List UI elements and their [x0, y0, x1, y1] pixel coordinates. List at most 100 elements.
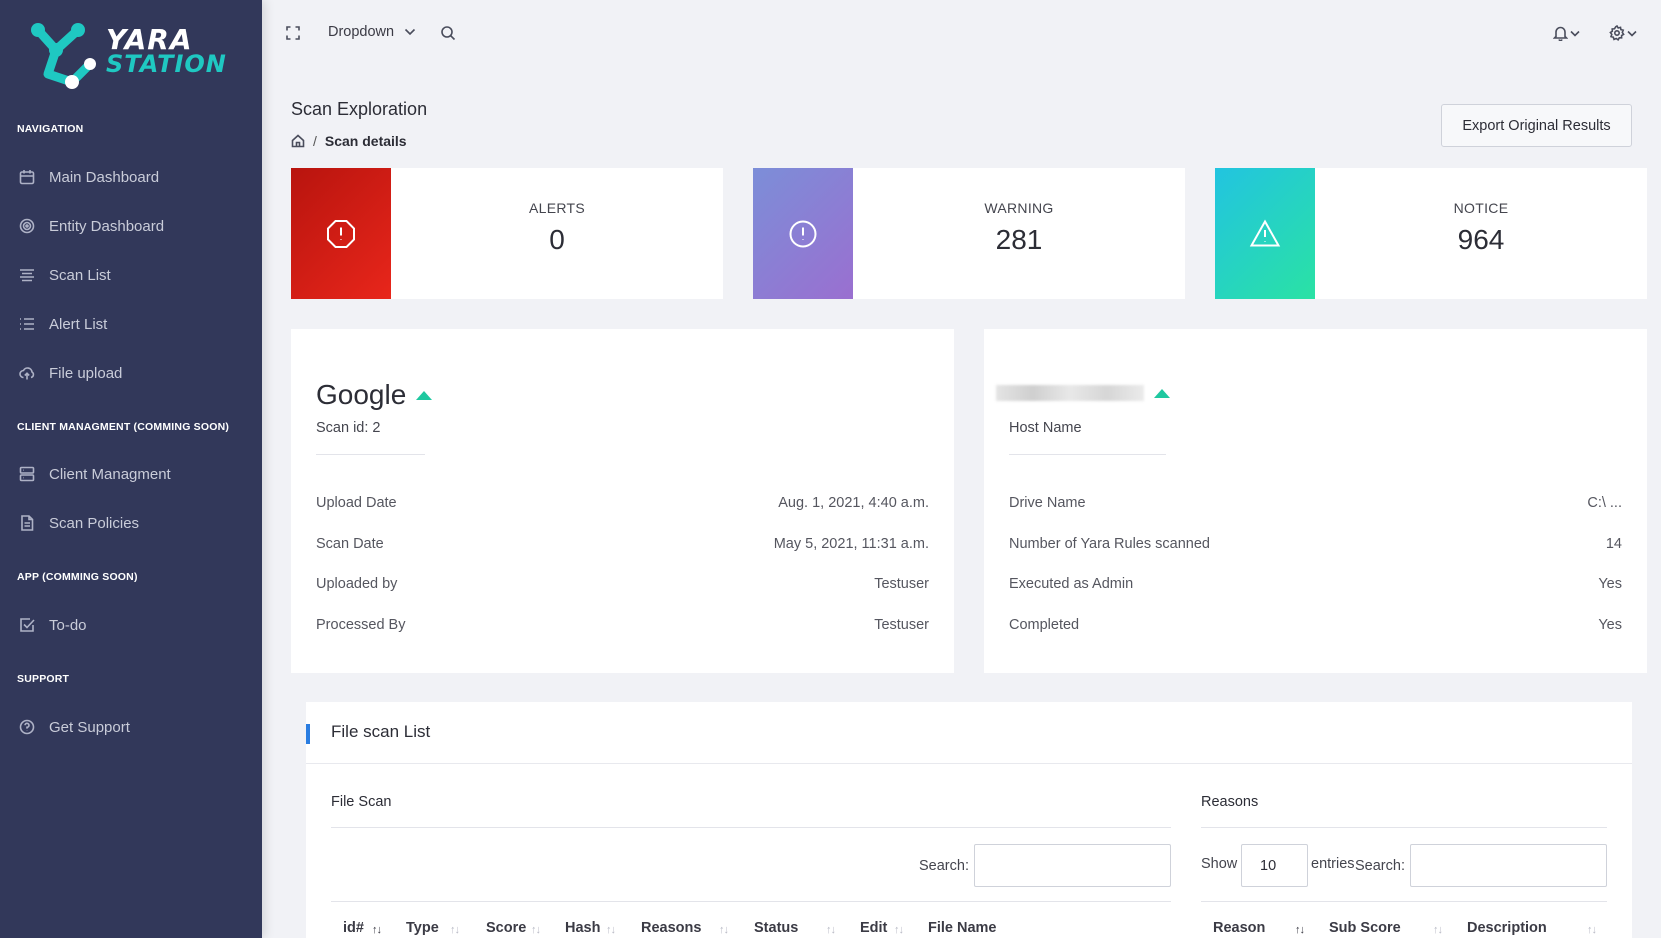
dropdown-label: Dropdown — [328, 24, 395, 40]
column-header-score[interactable]: Score — [486, 920, 527, 936]
reasons-title: Reasons — [1201, 794, 1259, 810]
sidebar-item-label: To-do — [49, 616, 87, 634]
nav-heading-support: SUPPORT — [17, 673, 70, 685]
home-icon[interactable] — [291, 134, 305, 148]
divider — [331, 901, 1171, 902]
sort-icon[interactable]: ↑↓ — [1433, 924, 1443, 936]
sort-asc-icon[interactable]: ↑↓ — [1295, 924, 1305, 936]
scan-id: Scan id: 2 — [316, 420, 381, 436]
alert-circle-icon — [789, 220, 817, 247]
column-header-reason[interactable]: Reason — [1213, 920, 1266, 936]
sidebar-item-file-upload[interactable]: File upload — [0, 356, 262, 390]
column-header-id[interactable]: id# — [343, 920, 364, 936]
info-value: C:\ ... — [1587, 495, 1622, 511]
column-header-file-name[interactable]: File Name — [928, 920, 997, 936]
list-icon — [19, 316, 35, 332]
sidebar-item-main-dashboard[interactable]: Main Dashboard — [0, 160, 262, 194]
help-circle-icon — [19, 719, 35, 735]
redacted-host-name — [996, 385, 1144, 401]
sort-asc-icon[interactable]: ↑↓ — [372, 924, 382, 936]
sidebar-item-client-management[interactable]: Client Managment — [0, 457, 262, 491]
host-name — [996, 385, 1170, 401]
file-scan-list-card: File scan List File Scan Search: id# ↑↓ … — [306, 702, 1632, 938]
column-header-hash[interactable]: Hash — [565, 920, 601, 936]
reasons-search-input[interactable] — [1410, 844, 1607, 887]
stat-label: WARNING — [984, 200, 1054, 216]
info-row-yara-rules: Number of Yara Rules scanned 14 — [984, 536, 1647, 556]
search-icon[interactable] — [440, 25, 456, 41]
chevron-down-icon — [1627, 30, 1637, 37]
column-header-sub-score[interactable]: Sub Score — [1329, 920, 1401, 936]
scan-name-text: Google — [316, 379, 407, 410]
column-header-status[interactable]: Status — [754, 920, 799, 936]
column-header-reasons[interactable]: Reasons — [641, 920, 702, 936]
info-value: 14 — [1605, 536, 1622, 552]
stat-card-notice: NOTICE 964 — [1215, 168, 1647, 299]
sort-icon[interactable]: ↑↓ — [1587, 924, 1597, 936]
info-value: Testuser — [874, 617, 929, 633]
info-key: Executed as Admin — [1009, 576, 1134, 592]
alert-triangle-icon — [1249, 218, 1281, 246]
sort-icon[interactable]: ↑↓ — [826, 924, 836, 936]
info-key: Number of Yara Rules scanned — [1009, 536, 1210, 552]
column-header-type[interactable]: Type — [406, 920, 439, 936]
stat-label: NOTICE — [1453, 200, 1509, 216]
stat-value: 0 — [549, 224, 565, 255]
nav-heading-app: APP (COMMING SOON) — [17, 571, 138, 583]
file-scan-list-header: File scan List — [306, 702, 1632, 764]
sidebar-item-label: Entity Dashboard — [49, 217, 165, 235]
settings-button[interactable] — [1609, 24, 1639, 42]
column-header-description[interactable]: Description — [1467, 920, 1547, 936]
stat-label: ALERTS — [528, 200, 585, 216]
logo-mark-icon — [31, 23, 96, 89]
sort-icon[interactable]: ↑↓ — [531, 924, 541, 936]
sidebar-item-get-support[interactable]: Get Support — [0, 710, 262, 744]
sidebar-item-label: File upload — [49, 364, 123, 382]
sidebar-item-entity-dashboard[interactable]: Entity Dashboard — [0, 209, 262, 243]
show-label: Show — [1201, 856, 1238, 872]
caret-up-icon[interactable] — [1154, 388, 1170, 398]
stat-value: 964 — [1457, 224, 1505, 255]
divider — [1009, 454, 1166, 455]
dropdown-menu[interactable]: Dropdown — [328, 24, 416, 40]
info-value: Testuser — [874, 576, 929, 592]
fullscreen-icon[interactable] — [286, 26, 300, 40]
column-header-edit[interactable]: Edit — [860, 920, 888, 936]
host-info-card: Host Name Drive Name C:\ ... Number of Y… — [984, 329, 1647, 673]
export-original-results-button[interactable]: Export Original Results — [1441, 104, 1632, 147]
cloud-upload-icon — [19, 365, 35, 381]
entries-count-select[interactable]: 10 — [1241, 844, 1308, 887]
alert-octagon-icon — [327, 219, 355, 248]
bell-icon — [1553, 26, 1568, 41]
sort-icon[interactable]: ↑↓ — [894, 924, 904, 936]
entries-label: entries — [1311, 856, 1355, 872]
sidebar: YARA STATION NAVIGATION Main Dashboard E… — [0, 0, 262, 938]
caret-up-icon[interactable] — [416, 390, 433, 400]
sidebar-item-label: Scan Policies — [49, 514, 140, 532]
sidebar-item-label: Main Dashboard — [49, 168, 160, 186]
sidebar-item-scan-policies[interactable]: Scan Policies — [0, 506, 262, 540]
breadcrumb: / Scan details — [291, 133, 407, 149]
chevron-down-icon — [1570, 30, 1580, 37]
yara-station-logo[interactable]: YARA STATION — [26, 16, 236, 102]
sidebar-item-label: Alert List — [49, 315, 108, 333]
sidebar-item-alert-list[interactable]: Alert List — [0, 307, 262, 341]
target-icon — [19, 218, 35, 234]
sort-icon[interactable]: ↑↓ — [450, 924, 460, 936]
sidebar-item-scan-list[interactable]: Scan List — [0, 258, 262, 292]
breadcrumb-current: Scan details — [324, 133, 407, 149]
header-accent-bar — [306, 724, 310, 744]
entries-count-value: 10 — [1260, 857, 1277, 874]
notifications-button[interactable] — [1553, 24, 1583, 42]
info-key: Uploaded by — [316, 576, 398, 592]
sort-icon[interactable]: ↑↓ — [606, 924, 616, 936]
info-value: Yes — [1598, 576, 1622, 592]
align-icon — [19, 267, 35, 283]
nav-heading-navigation: NAVIGATION — [17, 123, 84, 135]
divider — [331, 827, 1171, 828]
sidebar-item-todo[interactable]: To-do — [0, 608, 262, 642]
file-scan-search-input[interactable] — [974, 844, 1171, 887]
scan-info-card: Google Scan id: 2 Upload Date Aug. 1, 20… — [291, 329, 954, 673]
sort-icon[interactable]: ↑↓ — [719, 924, 729, 936]
scan-name: Google — [316, 379, 433, 411]
